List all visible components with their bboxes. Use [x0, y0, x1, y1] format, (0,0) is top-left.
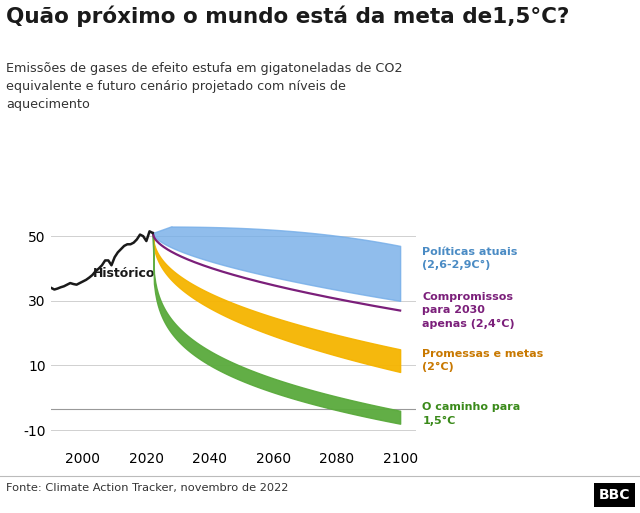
Text: BBC: BBC	[599, 488, 630, 502]
Text: Promessas e metas
(2°C): Promessas e metas (2°C)	[422, 349, 543, 372]
Text: O caminho para
1,5°C: O caminho para 1,5°C	[422, 402, 521, 426]
Text: Histórico: Histórico	[92, 267, 155, 280]
Text: Compromissos
para 2030
apenas (2,4°C): Compromissos para 2030 apenas (2,4°C)	[422, 292, 515, 329]
Text: Políticas atuais
(2,6-2,9C°): Políticas atuais (2,6-2,9C°)	[422, 247, 518, 270]
Text: Emissões de gases de efeito estufa em gigatoneladas de CO2
equivalente e futuro : Emissões de gases de efeito estufa em gi…	[6, 62, 403, 111]
Text: Fonte: Climate Action Tracker, novembro de 2022: Fonte: Climate Action Tracker, novembro …	[6, 483, 289, 493]
Text: Quão próximo o mundo está da meta de1,5°C?: Quão próximo o mundo está da meta de1,5°…	[6, 5, 570, 27]
